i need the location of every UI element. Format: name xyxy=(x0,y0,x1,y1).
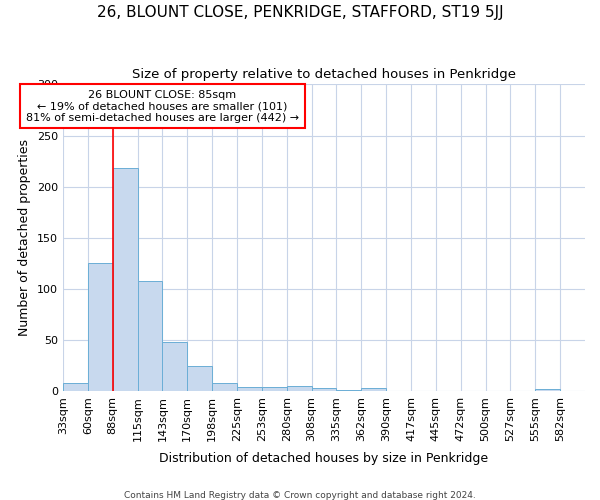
Bar xyxy=(137,280,163,391)
Bar xyxy=(63,382,88,391)
Bar xyxy=(212,382,237,391)
Bar xyxy=(163,342,187,391)
Bar xyxy=(113,168,137,391)
Bar xyxy=(187,366,212,391)
Bar xyxy=(535,389,560,391)
Bar xyxy=(287,386,311,391)
Bar xyxy=(337,390,361,391)
Bar xyxy=(262,387,287,391)
Bar xyxy=(311,388,337,391)
Bar xyxy=(361,388,386,391)
Bar xyxy=(237,387,262,391)
Bar xyxy=(88,263,113,391)
Text: 26 BLOUNT CLOSE: 85sqm  
← 19% of detached houses are smaller (101)
81% of semi-: 26 BLOUNT CLOSE: 85sqm ← 19% of detached… xyxy=(26,90,299,123)
Text: 26, BLOUNT CLOSE, PENKRIDGE, STAFFORD, ST19 5JJ: 26, BLOUNT CLOSE, PENKRIDGE, STAFFORD, S… xyxy=(97,5,503,20)
Text: Contains HM Land Registry data © Crown copyright and database right 2024.: Contains HM Land Registry data © Crown c… xyxy=(124,490,476,500)
Title: Size of property relative to detached houses in Penkridge: Size of property relative to detached ho… xyxy=(132,68,516,80)
Y-axis label: Number of detached properties: Number of detached properties xyxy=(19,139,31,336)
X-axis label: Distribution of detached houses by size in Penkridge: Distribution of detached houses by size … xyxy=(160,452,488,465)
